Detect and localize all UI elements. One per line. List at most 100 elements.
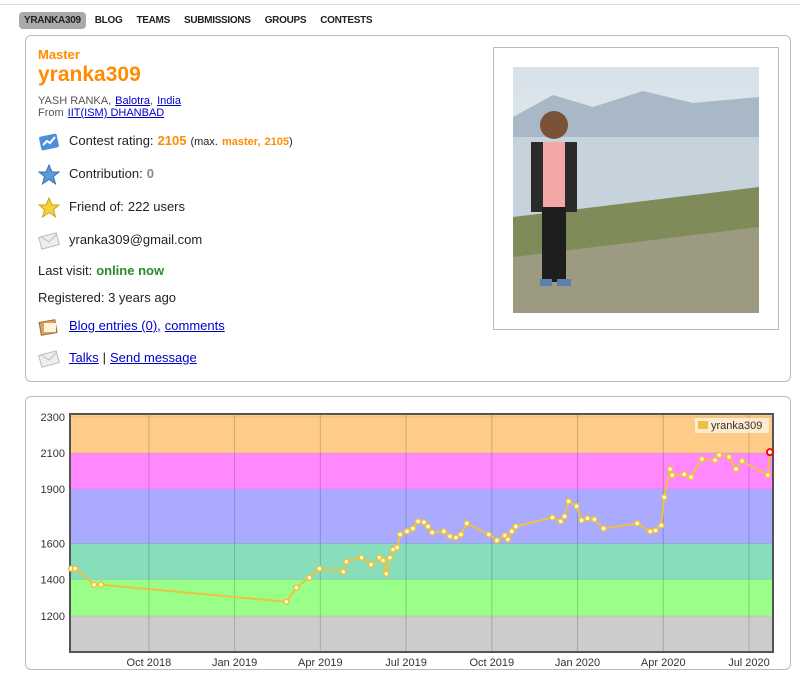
- nav-item[interactable]: TEAMS: [136, 15, 170, 26]
- friend-icon: [38, 197, 60, 219]
- rating-row: Contest rating: 2105 (max. master, 2105): [69, 133, 293, 148]
- nav-item[interactable]: SUBMISSIONS: [183, 15, 251, 26]
- rating-point: [565, 498, 572, 505]
- rating-point: [293, 584, 300, 591]
- blog-link[interactable]: Blog entries (0): [69, 318, 158, 333]
- rating-point: [358, 554, 365, 561]
- x-tick-label: Apr 2019: [298, 657, 343, 669]
- separator: ,: [150, 95, 154, 107]
- name-line: YASH RANKA, Balotra, India: [38, 95, 181, 107]
- last-visit-row: Last visit: online now: [38, 263, 164, 278]
- nav-item[interactable]: GROUPS: [264, 15, 307, 26]
- talks-link[interactable]: Talks: [69, 350, 99, 365]
- x-tick-label: Jan 2020: [555, 657, 600, 669]
- rating-point: [725, 453, 733, 461]
- comments-link[interactable]: comments: [164, 318, 225, 333]
- rating-point: [420, 519, 428, 526]
- x-tick-label: Apr 2020: [641, 657, 686, 669]
- y-tick-label: 2300: [41, 412, 65, 424]
- rating-point: [71, 565, 79, 572]
- email-icon: [38, 232, 60, 250]
- rating-point: [396, 531, 404, 538]
- max-suffix: ): [288, 136, 293, 148]
- rating-point: [573, 502, 580, 510]
- name: YASH RANKA: [38, 95, 109, 107]
- rating-point: [306, 574, 313, 581]
- rating-point: [485, 531, 492, 538]
- rating-point: [557, 518, 564, 525]
- rating-point: [578, 517, 585, 524]
- organization[interactable]: IIT(ISM) DHANBAD: [67, 107, 165, 119]
- rating-point: [446, 533, 454, 540]
- rating-point: [661, 493, 668, 501]
- contribution-label: Contribution:: [69, 166, 143, 181]
- contribution-row: Contribution: 0: [69, 166, 154, 181]
- rating-point: [428, 529, 436, 536]
- separator: ,: [157, 318, 161, 333]
- rating-point: [680, 470, 688, 478]
- nav-item[interactable]: YRANKA309: [19, 12, 86, 29]
- rating-point: [457, 531, 465, 538]
- contribution: 0: [146, 166, 154, 181]
- y-tick-label: 2100: [41, 448, 65, 460]
- talks-row: Talks | Send message: [69, 350, 197, 365]
- max-rank: master,: [221, 136, 261, 148]
- from-label: From: [38, 107, 64, 119]
- nav-item[interactable]: BLOG: [94, 15, 123, 26]
- rating-point: [633, 520, 641, 527]
- nav-item[interactable]: CONTESTS: [320, 15, 373, 26]
- rating-icon: [39, 133, 59, 151]
- last-visit-label: Last visit:: [38, 263, 93, 278]
- city[interactable]: Balotra: [115, 95, 151, 107]
- rating-band: [70, 489, 773, 544]
- rating-point: [508, 528, 515, 535]
- last-visit: online now: [96, 263, 165, 278]
- rating-point: [512, 523, 520, 530]
- rating-band: [70, 453, 773, 490]
- blog-row: Blog entries (0), comments: [69, 318, 225, 333]
- legend-swatch: [698, 421, 708, 429]
- send-message-link[interactable]: Send message: [110, 350, 197, 365]
- legend-box: [695, 418, 769, 433]
- rank: Master: [38, 47, 80, 62]
- rating-point: [549, 514, 556, 521]
- country[interactable]: India: [157, 95, 181, 107]
- photo-frame: [493, 47, 779, 330]
- rating-point: [343, 558, 350, 565]
- rating-point: [646, 528, 654, 535]
- x-tick-label: Oct 2019: [469, 657, 514, 669]
- blog-icon: [38, 319, 58, 336]
- talks-separator: |: [102, 350, 107, 365]
- rating-point: [97, 581, 105, 588]
- rating-point: [414, 518, 422, 525]
- registered: Registered: 3 years ago: [38, 290, 177, 305]
- rating-point: [715, 451, 723, 459]
- rating-point: [493, 537, 501, 544]
- rating-band: [70, 543, 773, 580]
- rating-point: [584, 515, 591, 522]
- rating-point: [711, 456, 719, 464]
- rating-point: [652, 527, 659, 534]
- rating-point: [316, 565, 323, 572]
- org-line: From IIT(ISM) DHANBAD: [38, 107, 164, 119]
- rating-point: [687, 473, 695, 481]
- friend-row: Friend of: 222 users: [69, 199, 185, 214]
- contribution-icon: [38, 164, 60, 186]
- y-tick-label: 1400: [41, 575, 65, 587]
- email: yranka309@gmail.com: [69, 232, 203, 247]
- rating-point: [561, 513, 568, 520]
- rating-band: [70, 615, 773, 652]
- rating-point: [738, 457, 746, 465]
- nav-bar: YRANKA309 BLOG TEAMS SUBMISSIONS GROUPS CONTE…: [19, 12, 377, 29]
- separator: ,: [108, 95, 112, 107]
- user-photo: [513, 67, 759, 313]
- rating-label: Contest rating:: [69, 133, 154, 148]
- rating-point: [591, 516, 598, 523]
- y-tick-label: 1200: [41, 611, 65, 623]
- x-tick-label: Jul 2020: [728, 657, 770, 669]
- talks-icon: [38, 350, 60, 368]
- legend-label: yranka309: [711, 420, 762, 432]
- rating-point: [666, 465, 674, 473]
- handle[interactable]: yranka309: [38, 63, 141, 86]
- rating-point: [463, 520, 471, 527]
